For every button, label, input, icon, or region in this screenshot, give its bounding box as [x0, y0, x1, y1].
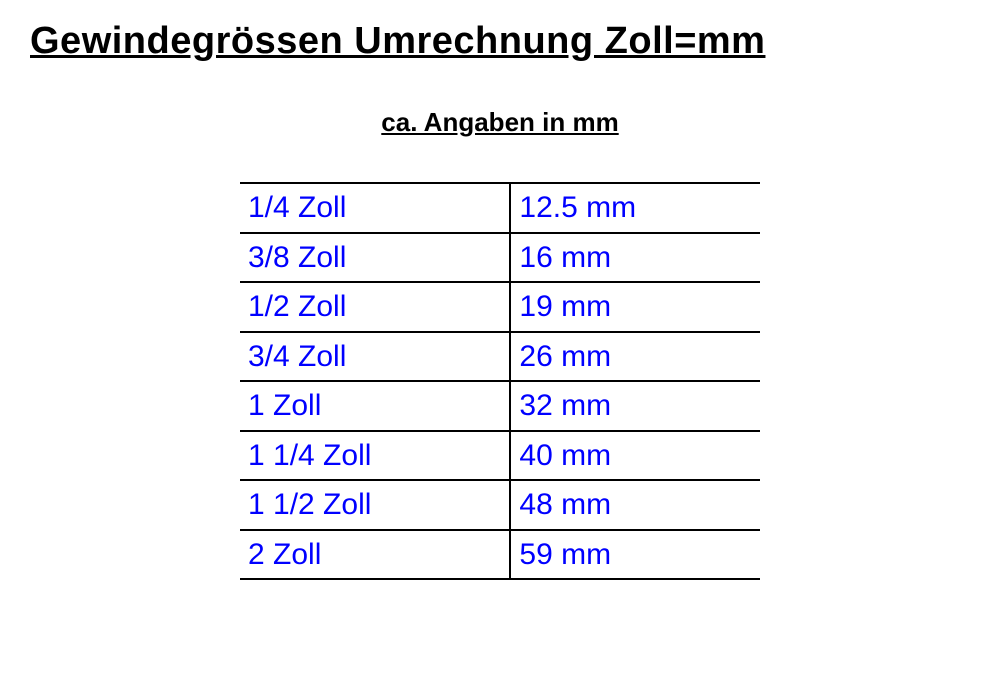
page-subtitle: ca. Angaben in mm — [30, 107, 970, 138]
cell-zoll: 1/4 Zoll — [240, 183, 510, 233]
cell-mm: 32 mm — [510, 381, 760, 431]
table-row: 3/8 Zoll 16 mm — [240, 233, 760, 283]
cell-mm: 59 mm — [510, 530, 760, 580]
cell-zoll: 2 Zoll — [240, 530, 510, 580]
conversion-table: 1/4 Zoll 12.5 mm 3/8 Zoll 16 mm 1/2 Zoll… — [240, 182, 760, 580]
cell-zoll: 1/2 Zoll — [240, 282, 510, 332]
cell-mm: 26 mm — [510, 332, 760, 382]
table-row: 3/4 Zoll 26 mm — [240, 332, 760, 382]
conversion-table-wrap: 1/4 Zoll 12.5 mm 3/8 Zoll 16 mm 1/2 Zoll… — [30, 182, 970, 580]
page-title: Gewindegrössen Umrechnung Zoll=mm — [30, 20, 970, 63]
cell-zoll: 1 Zoll — [240, 381, 510, 431]
cell-zoll: 3/8 Zoll — [240, 233, 510, 283]
cell-zoll: 3/4 Zoll — [240, 332, 510, 382]
table-row: 1/4 Zoll 12.5 mm — [240, 183, 760, 233]
cell-zoll: 1 1/2 Zoll — [240, 480, 510, 530]
table-row: 1 1/2 Zoll 48 mm — [240, 480, 760, 530]
table-row: 1/2 Zoll 19 mm — [240, 282, 760, 332]
cell-mm: 40 mm — [510, 431, 760, 481]
cell-mm: 48 mm — [510, 480, 760, 530]
cell-mm: 16 mm — [510, 233, 760, 283]
cell-mm: 12.5 mm — [510, 183, 760, 233]
cell-mm: 19 mm — [510, 282, 760, 332]
cell-zoll: 1 1/4 Zoll — [240, 431, 510, 481]
table-row: 1 1/4 Zoll 40 mm — [240, 431, 760, 481]
table-row: 2 Zoll 59 mm — [240, 530, 760, 580]
table-row: 1 Zoll 32 mm — [240, 381, 760, 431]
